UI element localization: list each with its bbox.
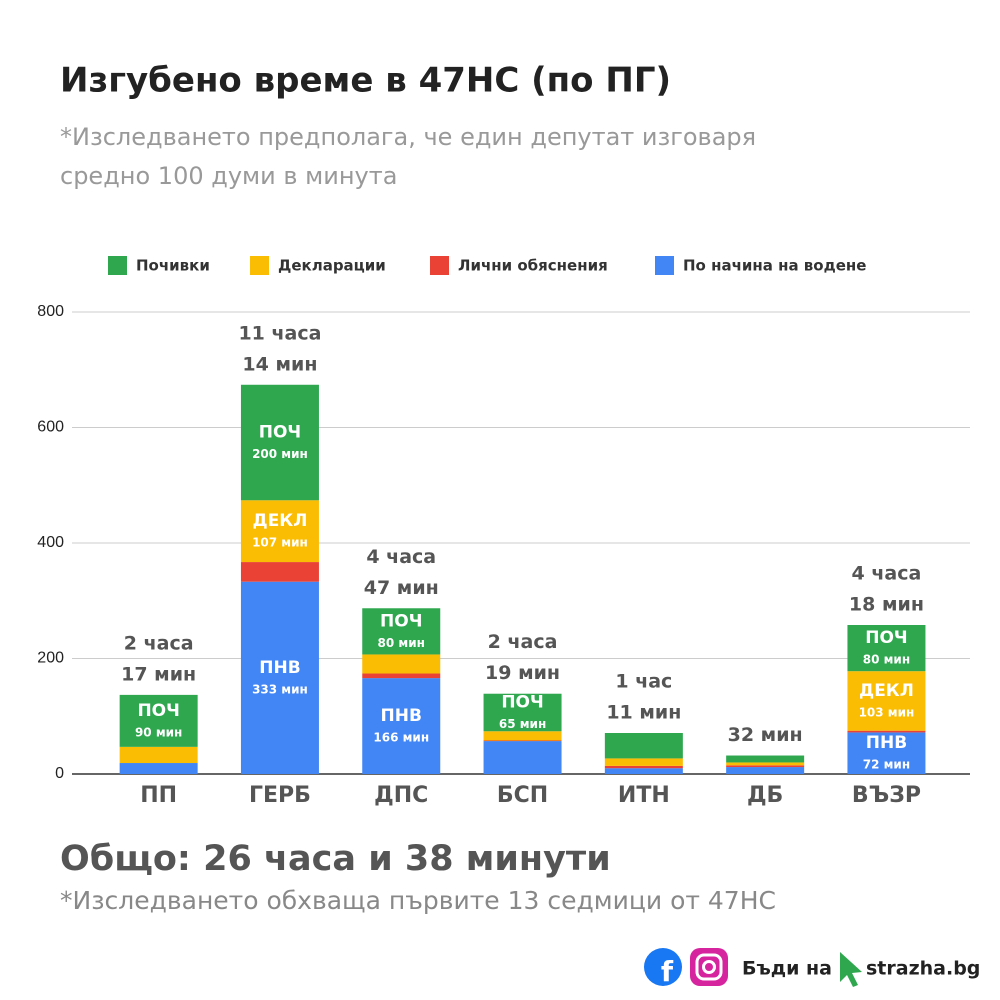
total-label: 19 мин [485,662,560,684]
bar-segment [483,731,562,741]
total-label: 47 мин [364,577,439,599]
legend-swatch [430,256,449,275]
bar-segment [604,758,683,766]
segment-abbr: ПОЧ [137,701,179,721]
value-label: 166 мин [373,731,429,745]
y-tick-label: 600 [37,419,64,436]
bar-segment [847,625,926,672]
value-label: 80 мин [378,636,425,650]
bar-segment [604,732,683,759]
bar-segment [847,732,926,774]
bar-segment [240,384,319,501]
legend-swatch [250,256,269,275]
chart-title: Изгубено време в 47НС (по ПГ) [60,61,671,101]
x-tick-label: ПП [140,783,177,808]
svg-text:f: f [661,955,674,988]
bar-segment [240,562,319,582]
bar-segment [119,746,198,764]
legend-label: По начина на водене [683,257,866,275]
legend-label: Почивки [136,257,210,275]
bar-segment [604,765,683,769]
total-text: Общо: 26 часа и 38 минути [60,839,611,879]
bar-segment [847,671,926,731]
bar-segment [362,678,441,774]
total-label: 1 час [615,670,672,692]
segment-abbr: ПОЧ [501,692,543,712]
x-tick-label: ГЕРБ [249,783,311,808]
segment-abbr: ПОЧ [259,423,301,443]
x-tick-label: ИТН [618,783,670,808]
site-text: strazha.bg [866,958,980,980]
total-label: 11 часа [238,322,321,344]
segment-abbr: ПОЧ [380,611,422,631]
subtitle: *Изследването предполага, че един депута… [60,123,756,151]
bar-segment [604,768,683,774]
bar-segment [847,730,926,733]
cursor-icon [840,952,862,987]
total-label: 11 мин [606,701,681,723]
value-label: 103 мин [859,705,915,719]
value-label: 65 мин [499,717,546,731]
total-label: 4 часа [852,563,922,585]
bar-segment [726,765,805,768]
segment-abbr: ДЕКЛ [859,681,914,701]
total-label: 18 мин [849,594,924,616]
bar-segment [240,500,319,563]
bar-segment [483,741,562,774]
legend-swatch [655,256,674,275]
y-tick-label: 0 [55,765,64,782]
total-label: 2 часа [488,631,558,653]
segment-abbr: ДЕКЛ [253,511,308,531]
bar-segment [119,763,198,774]
legend-label: Лични обяснения [458,257,608,275]
legend-label: Декларации [278,257,386,275]
x-tick-label: БСП [497,783,548,808]
bar-segment [483,693,562,732]
bar-segment [362,608,441,655]
value-label: 107 мин [252,536,308,550]
y-tick-label: 800 [37,303,64,320]
segment-abbr: ПНВ [381,706,422,726]
instagram-icon [690,948,728,986]
bar-segment [726,755,805,763]
value-label: 200 мин [252,447,308,461]
bar-segment [240,581,319,774]
x-tick-label: ВЪЗР [852,783,921,808]
segment-abbr: ПОЧ [865,628,907,648]
value-label: 80 мин [863,653,910,667]
legend-swatch [108,256,127,275]
y-tick-label: 400 [37,534,64,551]
bar-segment [119,694,198,747]
x-tick-label: ДБ [747,783,783,808]
bar-segment [726,767,805,774]
bar-segment [726,762,805,766]
value-label: 90 мин [135,725,182,739]
bar-segment [483,740,562,742]
total-label: 14 мин [242,353,317,375]
value-label: 333 мин [252,682,308,696]
footnote: *Изследването обхваща първите 13 седмици… [60,886,776,915]
segment-abbr: ПНВ [866,733,907,753]
subtitle: средно 100 думи в минута [60,162,397,190]
total-label: 2 часа [124,632,194,654]
bar-segment [362,654,441,674]
brand-text: Бъди на [742,958,832,980]
facebook-icon: f [644,948,682,988]
value-label: 72 мин [863,758,910,772]
total-label: 4 часа [366,546,436,568]
bar-segment [362,673,441,679]
total-label: 17 мин [121,663,196,685]
total-label: 32 мин [728,724,803,746]
segment-abbr: ПНВ [259,658,300,678]
y-tick-label: 200 [37,650,64,667]
x-tick-label: ДПС [374,783,428,808]
